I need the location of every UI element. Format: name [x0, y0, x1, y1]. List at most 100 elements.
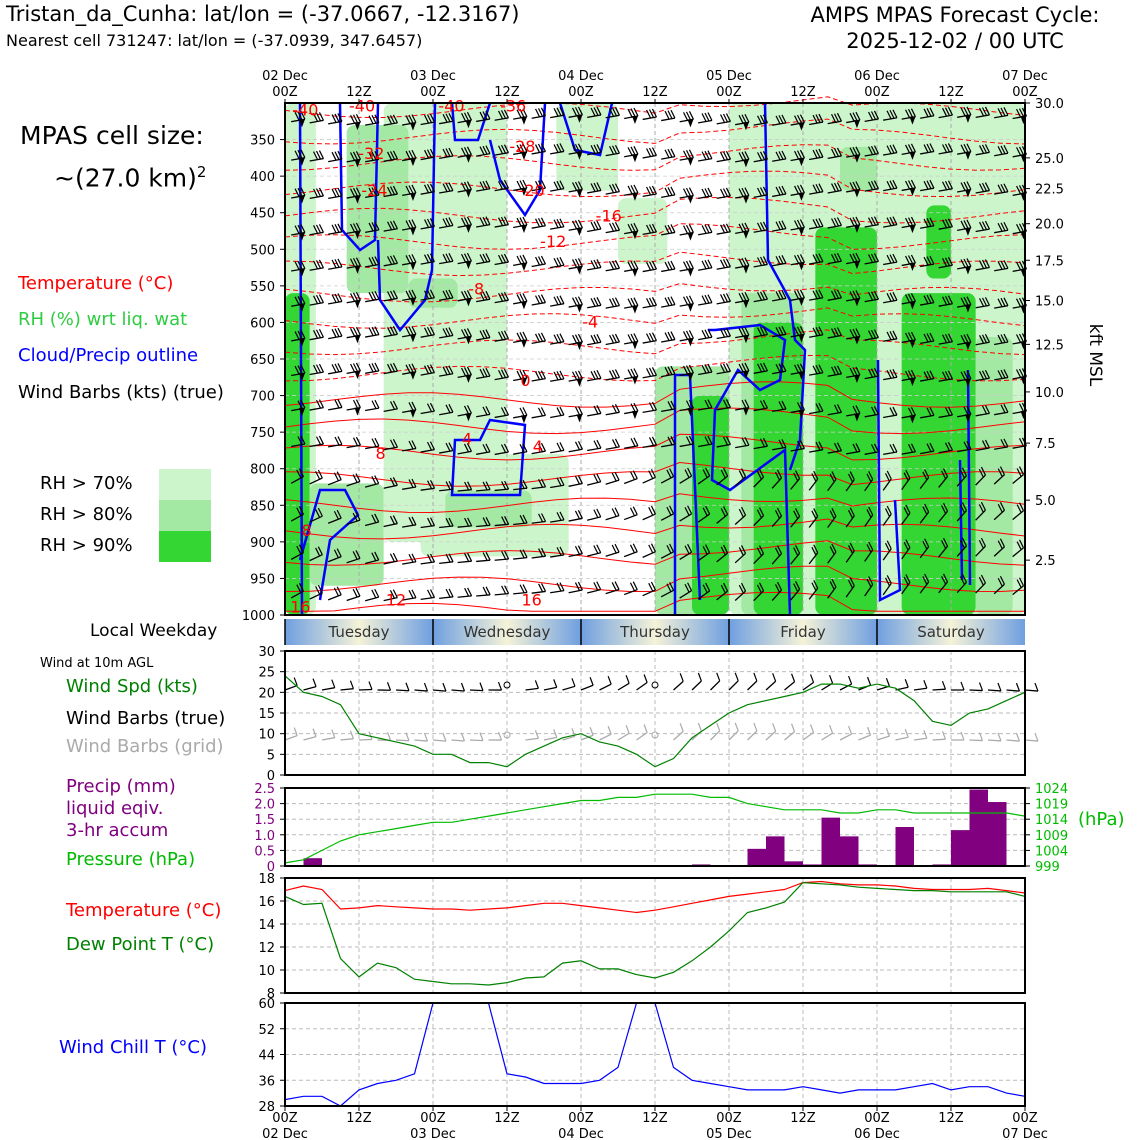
- wind-barb-staff: [494, 414, 509, 419]
- wind-barb-feather: [294, 365, 300, 375]
- wind-barb-10m-feather: [293, 677, 298, 686]
- wind-barb-feather: [411, 516, 417, 526]
- wind-barb-feather: [704, 224, 710, 234]
- wind-barb-10m: [1024, 689, 1039, 692]
- wind-barb-feather: [648, 544, 654, 554]
- wind-barb-staff: [328, 158, 343, 163]
- wind-barb-feather: [611, 439, 618, 448]
- wind-barb-feather: [868, 506, 874, 516]
- wind-barb-10m: [710, 680, 721, 691]
- wind-barb-feather: [741, 363, 747, 372]
- wind-barb-feather: [961, 502, 967, 511]
- wind-barb-pennant: [909, 225, 916, 234]
- wind-barb-feather: [389, 590, 395, 599]
- isotherm-line: [284, 540, 1026, 566]
- wind-barb-feather: [910, 407, 916, 416]
- wind-barb-feather: [651, 108, 657, 118]
- wind-barb-feather: [445, 365, 451, 375]
- wind-barb-feather: [648, 582, 654, 592]
- wind-barb-staff: [771, 553, 783, 565]
- wind-barb-feather: [482, 481, 488, 491]
- wind-barb-feather: [448, 553, 454, 563]
- wind-barb-staff: [402, 486, 417, 490]
- wind-barb-feather: [648, 507, 654, 516]
- wind-barb-feather: [371, 475, 377, 485]
- wind-barb-feather: [297, 224, 303, 234]
- wind-barb-feather: [556, 333, 562, 343]
- pressure-tick-label: 950: [250, 572, 275, 587]
- wind-barb-feather: [942, 181, 948, 191]
- wind-barb-staff: [660, 551, 674, 559]
- wind-barb-feather: [1018, 185, 1025, 194]
- wind-barb-staff: [734, 552, 746, 564]
- wind-barb-feather: [774, 471, 781, 481]
- wind-barb-feather: [720, 224, 726, 234]
- wind-barb-feather: [368, 222, 374, 232]
- wind-barb-pennant: [465, 120, 472, 129]
- wind-barb-pennant: [520, 339, 527, 348]
- wind-barb-feather: [408, 402, 414, 411]
- isotherm-line: [284, 565, 1026, 593]
- wind-barb-feather: [924, 503, 930, 513]
- wind-barb-feather: [997, 261, 1003, 270]
- wind-barb-feather: [331, 259, 337, 269]
- wind-barb-staff: [790, 552, 801, 565]
- wind-barb-feather: [722, 328, 729, 337]
- wind-barb-feather: [650, 469, 656, 478]
- wind-barb-feather: [648, 367, 655, 377]
- wind-barb-pennant: [409, 227, 416, 236]
- wind-barb-feather: [812, 219, 818, 228]
- wind-barb-feather: [596, 405, 602, 414]
- wind-barb-feather: [799, 219, 805, 228]
- wind-barb-feather: [903, 576, 909, 586]
- wind-barb-feather: [430, 517, 436, 526]
- wind-barb-feather: [374, 186, 380, 196]
- wind-barb-feather: [503, 253, 509, 263]
- wind-barb-pennant: [687, 232, 694, 241]
- wind-barb-staff: [790, 588, 801, 601]
- wind-barb-10m-feather: [442, 682, 447, 692]
- wind-barb-staff: [328, 335, 343, 340]
- wind-barb-feather: [744, 113, 750, 123]
- wind-barb-10m-feather: [553, 679, 558, 688]
- wind-barb-feather: [596, 439, 602, 449]
- wind-barb-feather: [1016, 468, 1022, 477]
- wind-barb-feather: [683, 225, 689, 234]
- wind-barb-feather: [667, 401, 673, 410]
- wind-barb-feather: [445, 588, 451, 598]
- wind-barb-feather: [611, 222, 618, 231]
- wind-barb-feather: [738, 327, 744, 337]
- wind-barb-staff: [883, 151, 898, 156]
- wind-barb-staff: [679, 443, 694, 448]
- wind-barb-feather: [870, 368, 877, 377]
- wind-barb-staff: [328, 300, 343, 305]
- wind-barb-feather: [296, 507, 302, 517]
- wind-barb-feather: [337, 327, 343, 337]
- wind-barb-staff: [364, 482, 379, 488]
- wind-barb-feather: [411, 401, 417, 411]
- wind-barb-feather: [646, 148, 652, 157]
- wind-barb-staff: [827, 260, 842, 265]
- wind-barb-feather: [829, 581, 835, 590]
- grid-barb-10m-feather: [368, 731, 373, 740]
- wind-barb-staff: [624, 445, 639, 449]
- wind-barb-staff: [402, 447, 417, 452]
- wind-barb-feather: [541, 547, 547, 557]
- wind-barb-pennant: [631, 231, 638, 240]
- wind-barb-staff: [439, 155, 454, 160]
- wind-barb-feather: [833, 113, 840, 122]
- wind-barb-staff: [550, 378, 565, 382]
- wind-barb-feather: [1018, 403, 1025, 412]
- wind-barb-feather: [297, 111, 303, 121]
- wind-barb-feather: [577, 510, 583, 519]
- wind-barb-staff: [679, 590, 692, 599]
- wind-height-label: Wind at 10m AGL: [40, 656, 154, 671]
- wind-barb-feather: [537, 108, 544, 117]
- wind-barb-staff: [457, 489, 472, 492]
- isotherm-line: [284, 381, 1026, 408]
- wind-barb-staff: [698, 301, 713, 306]
- wind-barb-feather: [667, 224, 673, 234]
- wind-barb-10m: [932, 688, 946, 691]
- wind-barb-feather: [812, 365, 818, 375]
- rh-shade-region: [815, 227, 877, 616]
